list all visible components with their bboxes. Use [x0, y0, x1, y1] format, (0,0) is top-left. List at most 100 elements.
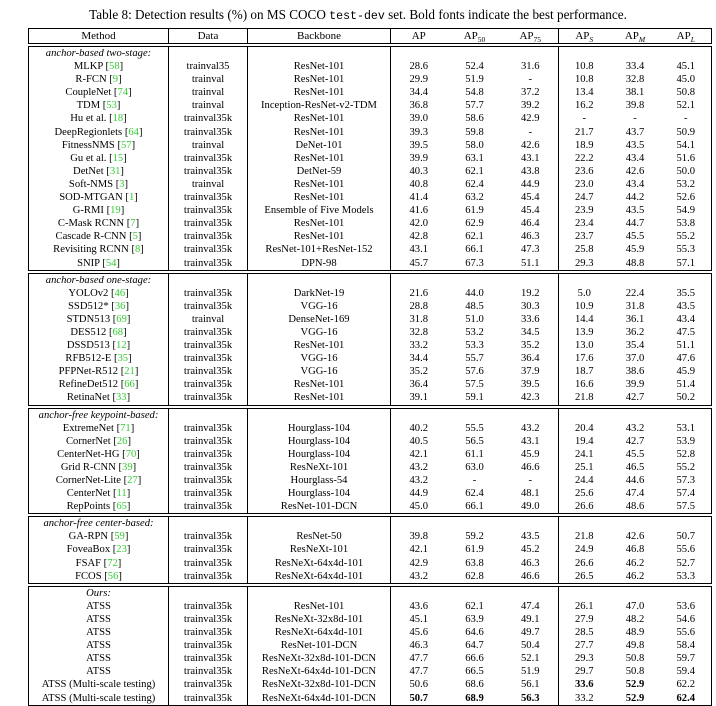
backbone-cell: DarkNet-19: [247, 286, 391, 300]
value-cell: 53.3: [676, 570, 696, 582]
data-cell: trainval35k: [168, 256, 248, 271]
citation-link[interactable]: 19: [110, 205, 121, 217]
citation-link[interactable]: 11: [116, 488, 127, 500]
value-cell: 31.6: [502, 60, 560, 74]
value-cell: 18.9: [574, 139, 594, 151]
value-cell: 55.6: [676, 544, 696, 556]
column-header-data: Data: [168, 28, 248, 44]
citation-link[interactable]: 53: [106, 100, 117, 112]
citation-link[interactable]: 70: [125, 448, 137, 460]
value-cell: 33.2: [409, 340, 429, 352]
value-cell: 48.8: [625, 257, 645, 269]
value-cell: 24.9: [574, 544, 594, 556]
data-cell: trainval35k: [168, 500, 248, 514]
table-section-1: anchor-based one-stage: YOLOv2 [46] trainv…: [28, 272, 713, 406]
value-cell: 24.4: [574, 475, 594, 486]
citation-link[interactable]: 36: [114, 300, 126, 312]
value-cell: 41.6: [409, 205, 429, 217]
citation-link[interactable]: 57: [121, 139, 132, 151]
backbone-cell: ResNeXt-64x4d-101-DCN: [247, 665, 391, 679]
value-cell: 46.3: [502, 556, 560, 570]
citation-link[interactable]: 64: [128, 126, 139, 138]
citation-link[interactable]: 18: [112, 113, 124, 125]
value-cell: 27.7: [574, 640, 594, 652]
citation-link[interactable]: 5: [132, 231, 138, 243]
method-cell: ATSS: [28, 612, 169, 627]
data-cell: trainval35k: [168, 217, 248, 231]
citation-link[interactable]: 9: [112, 74, 119, 86]
citation-link[interactable]: 12: [116, 340, 127, 352]
citation-link[interactable]: 27: [127, 475, 138, 486]
value-cell: 43.8: [502, 164, 560, 178]
value-cell: 52.7: [676, 557, 696, 569]
citation-link[interactable]: 56: [107, 570, 119, 582]
value-cell: 33.4: [625, 61, 645, 73]
citation-link[interactable]: 68: [112, 326, 124, 338]
value-cell: 59.1: [465, 392, 484, 404]
value-cell: 49.0: [502, 500, 560, 514]
value-cell: 48.1: [502, 487, 560, 501]
column-header-method: Method: [28, 28, 169, 44]
citation-link[interactable]: 1: [128, 192, 135, 204]
value-cell: 63.1: [465, 152, 484, 164]
citation-link[interactable]: 31: [109, 165, 121, 177]
table-row: ATSS trainval35k ResNeXt-32x8d-101 45.1 63.9…: [28, 612, 712, 627]
backbone-cell: ResNet-101-DCN: [247, 500, 391, 514]
section-label-spacer: [559, 586, 712, 600]
data-cell: trainval35k: [168, 391, 248, 406]
citation-link[interactable]: 72: [107, 557, 118, 569]
value-cell: 36.8: [409, 100, 429, 112]
data-cell: trainval35k: [168, 543, 248, 557]
citation-link[interactable]: 59: [114, 531, 125, 543]
value-cell: 43.1: [502, 151, 560, 165]
value-cell: 43.2: [625, 422, 645, 434]
citation-link[interactable]: 7: [130, 218, 136, 230]
data-cell: trainval35k: [168, 569, 248, 584]
citation-link[interactable]: 66: [124, 379, 135, 391]
value-cell: -: [633, 113, 637, 125]
value-cell: 43.1: [409, 244, 429, 256]
value-cell: 31.8: [625, 300, 645, 312]
value-cell: 53.8: [676, 218, 696, 230]
citation-link[interactable]: 46: [114, 287, 126, 299]
value-cell: 57.5: [676, 501, 696, 513]
value-cell: 36.4: [502, 352, 560, 366]
method-cell: TDM [53]: [28, 99, 169, 113]
citation-link[interactable]: 8: [134, 244, 141, 256]
value-cell: 26.1: [574, 600, 594, 612]
backbone-cell: DPN-98: [247, 256, 391, 271]
value-cell: 14.4: [574, 313, 594, 325]
value-cell: 43.2: [409, 461, 429, 473]
value-cell: 46.2: [625, 570, 645, 582]
citation-link[interactable]: 39: [122, 461, 133, 473]
citation-link[interactable]: 71: [120, 422, 131, 434]
table-row: CornerNet [26] trainval35k Hourglass-104 40…: [28, 434, 712, 448]
value-cell: 44.6: [625, 475, 645, 486]
table-row: RetinaNet [33] trainval35k ResNet-101 39.1 5…: [28, 391, 712, 406]
citation-link[interactable]: 15: [112, 152, 124, 164]
table-row: CornerNet-Lite [27] trainval35k Hourglass-…: [28, 474, 712, 488]
value-cell: 62.1: [465, 231, 484, 243]
citation-link[interactable]: 35: [117, 353, 129, 365]
section-label-spacer: [247, 273, 391, 287]
section-label-spacer: [168, 586, 248, 600]
value-cell: 39.2: [502, 99, 560, 113]
value-cell: 50.7: [676, 531, 696, 543]
citation-link[interactable]: 54: [105, 257, 117, 269]
citation-link[interactable]: 3: [119, 178, 125, 190]
citation-link[interactable]: 21: [124, 366, 135, 378]
value-cell: 35.2: [409, 366, 429, 378]
citation-link[interactable]: 33: [116, 392, 127, 404]
data-cell: trainval35k: [168, 352, 248, 366]
table-caption: Table 8: Detection results (%) on MS COC…: [0, 0, 716, 28]
citation-link[interactable]: 58: [109, 61, 120, 73]
citation-link[interactable]: 23: [116, 544, 127, 556]
data-cell: trainval35k: [168, 556, 248, 570]
citation-link[interactable]: 69: [116, 313, 127, 325]
citation-link[interactable]: 26: [116, 435, 128, 447]
value-cell: 47.4: [625, 488, 645, 500]
citation-link[interactable]: 65: [116, 501, 127, 513]
citation-link[interactable]: 74: [117, 87, 129, 99]
backbone-cell: ResNet-101: [247, 191, 391, 205]
data-cell: trainval35k: [168, 487, 248, 501]
